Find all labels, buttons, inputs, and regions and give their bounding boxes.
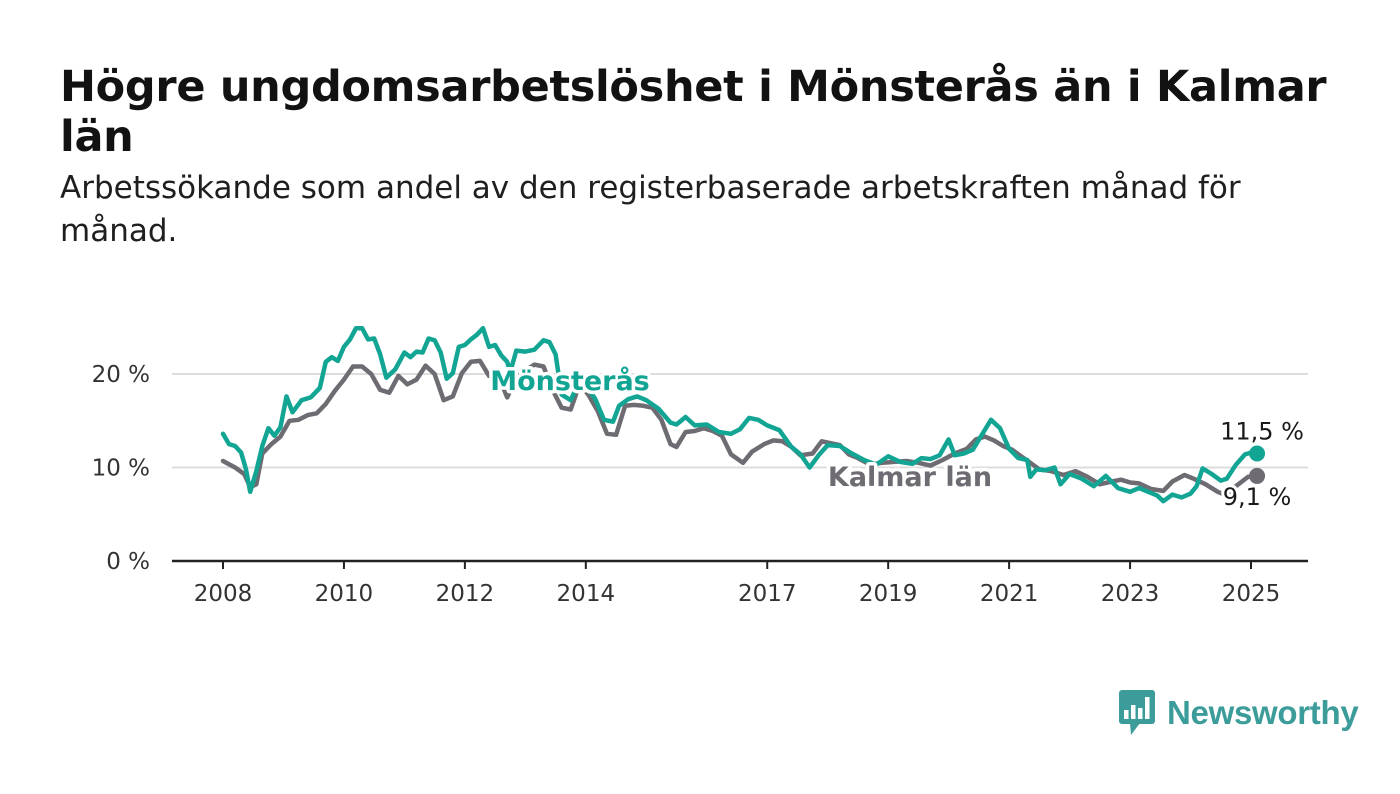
monsteras-end-point xyxy=(1249,445,1266,462)
grid-lines xyxy=(172,373,1308,469)
series-labels: Mönsterås Kalmar län 11,5 % 9,1 % xyxy=(487,362,1307,514)
bar-chart-speech-bubble-icon xyxy=(1119,690,1155,735)
x-tick-label: 2012 xyxy=(436,581,495,607)
monsteras-line xyxy=(220,325,1260,504)
x-axis-ticks: 2008 2010 2012 2014 2017 2019 2021 2023 2025 xyxy=(194,561,1281,607)
kalmar-line xyxy=(220,358,1260,498)
series-lines xyxy=(220,325,1266,504)
kalmar-end-point xyxy=(1249,467,1266,484)
newsworthy-logo: Newsworthy xyxy=(1119,690,1359,736)
x-tick-label: 2008 xyxy=(194,581,253,607)
x-tick-label: 2017 xyxy=(738,581,797,607)
kalmar-end-value: 9,1 % xyxy=(1223,483,1292,511)
chart-subtitle: Arbetssökande som andel av den registerb… xyxy=(60,170,1241,249)
x-tick-label: 2014 xyxy=(557,581,616,607)
monsteras-end-value: 11,5 % xyxy=(1220,417,1304,445)
x-tick-label: 2019 xyxy=(859,581,918,607)
logo-text: Newsworthy xyxy=(1167,694,1359,731)
kalmar-series-label: Kalmar län xyxy=(828,462,992,493)
y-tick-label: 10 % xyxy=(92,456,150,482)
y-axis-ticks: 0 % 10 % 20 % xyxy=(92,362,150,575)
monsteras-series-label: Mönsterås xyxy=(490,365,650,397)
x-tick-label: 2023 xyxy=(1101,581,1160,607)
y-tick-label: 0 % xyxy=(106,549,150,575)
x-tick-label: 2025 xyxy=(1222,581,1281,607)
x-tick-label: 2021 xyxy=(980,581,1039,607)
chart-title: Högre ungdomsarbetslöshet i Mönsterås än… xyxy=(60,62,1327,162)
y-tick-label: 20 % xyxy=(92,362,150,388)
x-tick-label: 2010 xyxy=(315,581,374,607)
